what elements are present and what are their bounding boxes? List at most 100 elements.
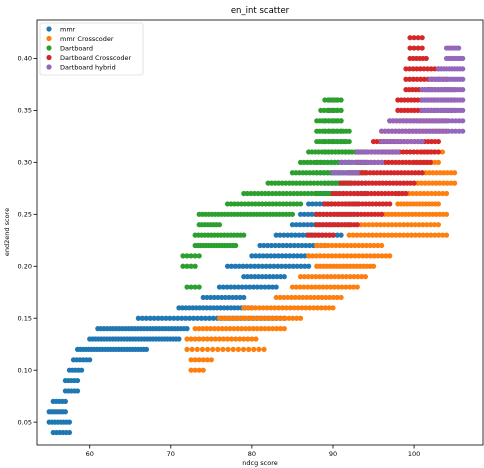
point	[231, 284, 238, 290]
point	[296, 294, 302, 301]
point	[428, 190, 435, 197]
point	[460, 107, 466, 113]
point	[433, 180, 439, 186]
series-4-points	[330, 45, 466, 176]
point	[305, 274, 311, 280]
point	[281, 232, 287, 238]
point	[259, 315, 265, 321]
point	[294, 253, 300, 259]
point	[74, 388, 81, 394]
point	[255, 274, 262, 280]
point	[226, 294, 232, 301]
point	[333, 253, 339, 259]
point	[306, 263, 312, 269]
point	[440, 190, 446, 197]
point	[460, 128, 466, 134]
point	[363, 242, 369, 249]
point	[155, 315, 161, 321]
point	[194, 346, 200, 352]
point	[389, 232, 395, 238]
point	[228, 284, 234, 290]
point	[247, 315, 253, 321]
point	[248, 263, 254, 269]
point	[407, 76, 413, 82]
point	[227, 326, 233, 332]
point	[250, 284, 257, 290]
point	[344, 253, 350, 259]
point	[397, 222, 403, 228]
point	[360, 159, 366, 165]
point	[377, 222, 384, 228]
point	[415, 180, 421, 186]
point	[304, 294, 310, 301]
point	[235, 284, 241, 290]
point	[230, 346, 236, 352]
point	[262, 326, 268, 332]
point	[417, 190, 423, 197]
point	[297, 274, 304, 280]
plot-frame	[36, 19, 484, 446]
point	[416, 232, 422, 238]
point	[407, 35, 413, 41]
point	[284, 242, 290, 249]
point	[336, 274, 342, 280]
point	[251, 190, 258, 197]
legend-marker	[46, 54, 52, 61]
point	[300, 294, 306, 301]
point	[167, 315, 173, 321]
point	[273, 190, 279, 197]
point	[309, 211, 315, 217]
point	[183, 315, 189, 321]
point	[403, 76, 409, 82]
point	[192, 336, 198, 342]
point	[240, 315, 246, 321]
point	[335, 284, 341, 290]
point	[404, 232, 411, 238]
point	[288, 294, 295, 301]
point	[297, 201, 304, 207]
point	[387, 253, 393, 259]
point	[309, 274, 315, 280]
point	[441, 170, 447, 176]
point	[274, 274, 280, 280]
point	[358, 149, 364, 155]
point	[220, 346, 226, 352]
point	[312, 190, 318, 197]
point	[302, 263, 308, 269]
point	[419, 35, 425, 41]
point	[420, 232, 426, 238]
point	[308, 222, 314, 228]
legend-label: Dartboard Crosscoder	[60, 54, 132, 62]
point	[245, 336, 251, 342]
point	[385, 222, 391, 228]
point	[358, 222, 364, 228]
point	[415, 35, 421, 41]
point	[414, 76, 420, 82]
point	[272, 242, 278, 249]
point	[143, 346, 150, 352]
point	[262, 190, 268, 197]
point	[340, 253, 347, 259]
point	[288, 232, 295, 238]
point	[204, 326, 210, 332]
point	[220, 336, 227, 342]
y-tick-label: 0.35	[18, 107, 32, 115]
legend-marker	[46, 64, 52, 70]
point	[435, 149, 441, 155]
point	[237, 294, 243, 301]
point	[79, 367, 85, 373]
point	[411, 45, 417, 51]
point	[419, 138, 425, 145]
point	[362, 222, 368, 228]
chart-title: en_int scatter	[231, 6, 290, 16]
point	[328, 284, 334, 290]
point	[375, 159, 381, 165]
point	[206, 315, 212, 321]
point	[431, 222, 438, 228]
point	[434, 170, 440, 176]
point	[356, 159, 363, 165]
point	[316, 284, 322, 290]
point	[437, 180, 443, 186]
point	[184, 263, 190, 269]
point	[279, 305, 286, 311]
